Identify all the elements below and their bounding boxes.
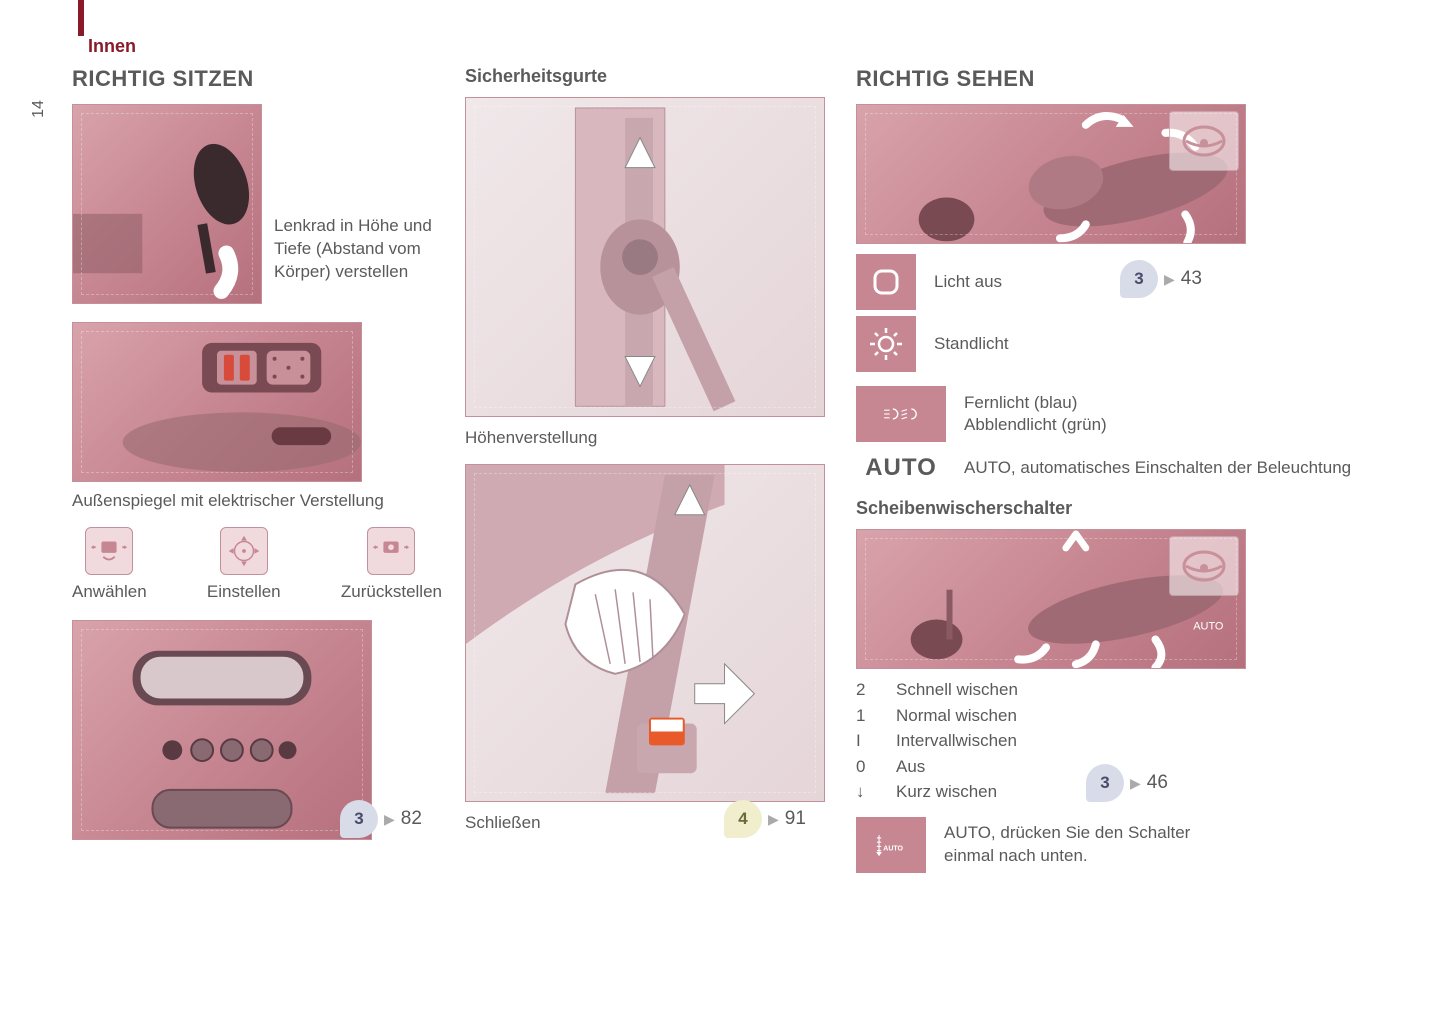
page-ref-lights: 3 ▶ 43 — [1120, 260, 1202, 298]
light-auto-row: AUTO AUTO, automatisches Einschalten der… — [856, 448, 1386, 488]
caption-mirror: Außenspiegel mit elektrischer Verstellun… — [72, 490, 452, 513]
light-beam-icon — [856, 386, 946, 442]
image-wiper-stalk: AUTO — [856, 529, 1246, 669]
control-adjust-icon — [220, 527, 268, 575]
image-mirror-switch — [72, 322, 362, 482]
caption-steering: Lenkrad in Höhe und Tiefe (Abstand vom K… — [274, 215, 452, 304]
image-belt-height — [465, 97, 825, 417]
image-rearview-mirror — [72, 620, 372, 840]
light-off-icon — [856, 254, 916, 310]
ref-bubble-3: 3 — [1120, 260, 1158, 298]
wiper-auto-icon: AUTO — [856, 817, 926, 873]
wiper-row-2: IIntervallwischen — [856, 728, 1386, 754]
control-select-label: Anwählen — [72, 581, 147, 604]
light-off-label: Licht aus — [934, 271, 1002, 293]
ref-page-1: 82 — [401, 808, 422, 830]
image-steering-adjust — [72, 104, 262, 304]
light-auto-label: AUTO, automatisches Einschalten der Bele… — [964, 457, 1351, 479]
svg-text:AUTO: AUTO — [1193, 620, 1223, 632]
light-parking-row: Standlicht — [856, 316, 1386, 372]
heading-seeing: RICHTIG SEHEN — [856, 66, 1386, 92]
light-beam-labels: Fernlicht (blau) Abblendlicht (grün) — [964, 392, 1107, 436]
ref-bubble-1: 3 — [340, 800, 378, 838]
svg-text:AUTO: AUTO — [883, 845, 903, 852]
light-parking-icon — [856, 316, 916, 372]
heading-seatbelts: Sicherheitsgurte — [465, 66, 835, 87]
section-tab: Innen — [88, 36, 136, 57]
wiper-row-0: 2Schnell wischen — [856, 677, 1386, 703]
page-ref-belts: 4 ▶ 91 — [724, 800, 806, 838]
mirror-controls-row: Anwählen Einstellen Zurückstellen — [72, 527, 442, 604]
ref-page-4: 46 — [1147, 772, 1168, 794]
beam-high-label: Fernlicht (blau) — [964, 392, 1107, 414]
column-sitting: RICHTIG SITZEN Lenkrad in Höhe und Tiefe… — [72, 66, 452, 840]
heading-sitting: RICHTIG SITZEN — [72, 66, 452, 92]
steering-inset-icon — [1169, 111, 1239, 171]
wiper-row-1: 1Normal wischen — [856, 703, 1386, 729]
control-adjust: Einstellen — [207, 527, 281, 604]
image-belt-close — [465, 464, 825, 802]
ref-bubble-2: 4 — [724, 800, 762, 838]
wiper-auto-row: AUTO AUTO, drücken Sie den Schalter einm… — [856, 817, 1386, 873]
column-seeing: RICHTIG SEHEN Licht aus — [856, 66, 1386, 879]
control-adjust-label: Einstellen — [207, 581, 281, 604]
control-select: Anwählen — [72, 527, 147, 604]
light-parking-label: Standlicht — [934, 333, 1009, 355]
ref-page-3: 43 — [1181, 268, 1202, 290]
control-select-icon — [85, 527, 133, 575]
caption-belt-height: Höhenverstellung — [465, 427, 835, 450]
page-ref-sitting: 3 ▶ 82 — [340, 800, 422, 838]
ref-bubble-4: 3 — [1086, 764, 1124, 802]
page-number: 14 — [30, 100, 48, 118]
beam-low-label: Abblendlicht (grün) — [964, 414, 1107, 436]
column-seatbelts: Sicherheitsgurte Höhenverstellung Schlie… — [465, 66, 835, 835]
ref-arrow-icon: ▶ — [1164, 271, 1175, 288]
steering-inset-icon-2 — [1169, 536, 1239, 596]
ref-arrow-icon: ▶ — [384, 811, 395, 828]
control-reset-label: Zurückstellen — [341, 581, 442, 604]
heading-wiper: Scheibenwischerschalter — [856, 498, 1386, 519]
image-light-stalk — [856, 104, 1246, 244]
light-beam-row: Fernlicht (blau) Abblendlicht (grün) — [856, 386, 1386, 442]
page-ref-wiper: 3 ▶ 46 — [1086, 764, 1168, 802]
brand-stripe — [78, 0, 84, 36]
ref-arrow-icon: ▶ — [1130, 775, 1141, 792]
control-reset: Zurückstellen — [341, 527, 442, 604]
control-reset-icon — [367, 527, 415, 575]
wiper-auto-label: AUTO, drücken Sie den Schalter einmal na… — [944, 822, 1244, 866]
ref-page-2: 91 — [785, 808, 806, 830]
ref-arrow-icon: ▶ — [768, 811, 779, 828]
light-auto-icon: AUTO — [856, 448, 946, 488]
